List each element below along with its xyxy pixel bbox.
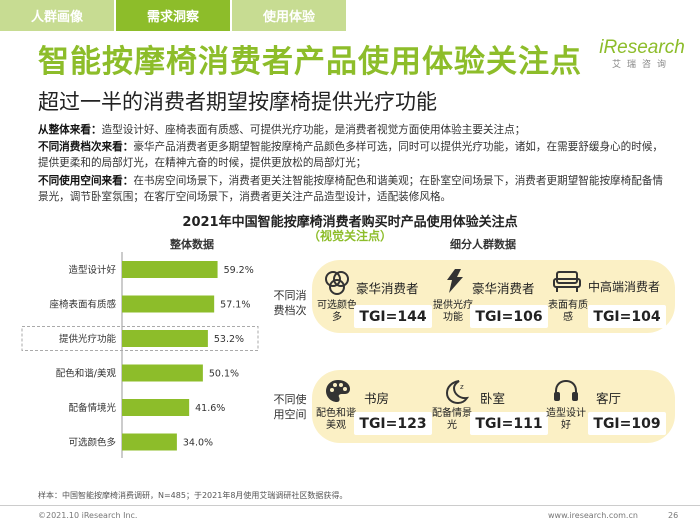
svg-text:z: z [460,383,464,391]
section-tabs: 人群画像 需求洞察 使用体验 [0,0,348,31]
bar [122,399,190,416]
segment-name: 豪华消费者 [472,281,535,296]
segment-name: 豪华消费者 [356,281,419,296]
bar [122,261,218,278]
icon-caption: 可选颜色多 [317,300,357,323]
paragraph-text: 豪华产品消费者更多期望智能按摩椅产品颜色多样可选，同时可以提供光疗功能，诸如，在… [38,141,664,169]
page-number: 26 [668,511,679,520]
segment-label-space: 不同使用空间 [273,393,307,421]
segment-name: 卧室 [480,391,506,406]
logo-main-text: iResearch [599,37,685,58]
paragraph-text: 在书房空间场景下，消费者更关注智能按摩椅配色和谐美观；在卧室空间场景下，消费者更… [38,175,664,203]
sofa-icon [552,268,582,298]
paragraph-label: 从整体来看： [38,124,102,136]
tgi-value: TGI=123 [354,412,432,435]
overall-data-label: 整体数据 [170,238,214,251]
icon-caption: 表面有质感 [548,300,588,323]
data-label: 59.2% [224,265,254,276]
palette-bubbles-icon [322,268,352,302]
page-subtitle: 超过一半的消费者期望按摩椅提供光疗功能 [38,90,437,114]
segment-label-tier: 不同消费档次 [273,289,307,317]
segment-name: 客厅 [596,391,622,406]
data-label: 41.6% [195,403,225,414]
segment-name: 书房 [364,391,390,406]
tgi-value: TGI=109 [588,412,666,435]
icon-caption: 提供光疗功能 [433,300,473,323]
data-label: 57.1% [220,300,250,311]
copyright: ©2021.10 iResearch Inc. [38,511,138,520]
iresearch-logo: iResearch 艾瑞咨询 [592,37,692,70]
light-therapy-icon [442,266,468,300]
logo-sub-text: 艾瑞咨询 [611,60,672,70]
data-label: 34.0% [183,438,213,449]
tab-persona[interactable]: 人群画像 [0,0,114,31]
category-label: 提供光疗功能 [59,333,117,345]
bar [122,295,215,313]
data-label: 53.2% [214,334,244,345]
page-title: 智能按摩椅消费者产品使用体验关注点 [38,44,582,80]
tab-user-experience[interactable]: 使用体验 [232,0,346,31]
tab-demand-insight[interactable]: 需求洞察 [116,0,230,31]
paragraph-label: 不同消费档次来看： [38,141,134,153]
segment-data-label: 细分人群数据 [450,238,516,251]
category-label: 配备情境光 [68,402,116,414]
category-label: 可选颜色多 [68,437,116,449]
bar [122,433,177,451]
bar [122,330,208,347]
segment-panel-space: 配色和谐美观 书房 TGI=123 z 配备情景光 卧室 TGI=111 造型设… [312,370,675,443]
data-label: 50.1% [209,369,239,380]
tgi-value: TGI=144 [354,305,432,328]
segment-name: 中高端消费者 [588,280,661,294]
overall-bar-chart: 造型设计好 59.2% 座椅表面有质感 57.1% 提供光疗功能 53.2% 配色和谐/美观… [21,252,259,458]
site-url[interactable]: www.iresearch.com.cn [548,511,638,520]
tgi-value: TGI=111 [470,412,548,435]
headphones-icon [552,378,580,408]
tgi-value: TGI=104 [588,305,666,328]
paragraph-overall: 从整体来看：造型设计好、座椅表面有质感、可提供光疗功能，是消费者视觉方面使用体验… [38,122,666,138]
paint-palette-icon [324,378,352,408]
category-label: 座椅表面有质感 [49,299,116,311]
icon-caption: 配备情景光 [432,408,472,431]
paragraph-text: 造型设计好、座椅表面有质感、可提供光疗功能，是消费者视觉方面使用体验主要关注点； [101,124,526,136]
tgi-value: TGI=106 [470,305,548,328]
paragraph-space: 不同使用空间来看：在书房空间场景下，消费者更关注智能按摩椅配色和谐美观；在卧室空… [38,173,666,205]
highlight-box [21,326,259,351]
bar [122,364,203,382]
footer-divider [0,505,700,506]
paragraph-label: 不同使用空间来看： [38,175,134,187]
chart-title: 2021年中国智能按摩椅消费者购买时产品使用体验关注点 [182,215,518,230]
icon-caption: 造型设计好 [546,408,586,431]
icon-caption: 配色和谐美观 [316,408,356,431]
paragraph-tier: 不同消费档次来看：豪华产品消费者更多期望智能按摩椅产品颜色多样可选，同时可以提供… [38,139,666,171]
moon-icon: z [442,378,470,410]
category-label: 造型设计好 [68,264,116,276]
chart-subtitle: （视觉关注点） [307,229,392,243]
category-label: 配色和谐/美观 [56,368,117,380]
footnote: 样本：中国智能按摩椅消费调研，N=485；于2021年8月使用艾瑞调研社区数据获… [38,491,348,500]
segment-panel-tier: 可选颜色多 豪华消费者 TGI=144 提供光疗功能 豪华消费者 TGI=106… [312,260,675,333]
